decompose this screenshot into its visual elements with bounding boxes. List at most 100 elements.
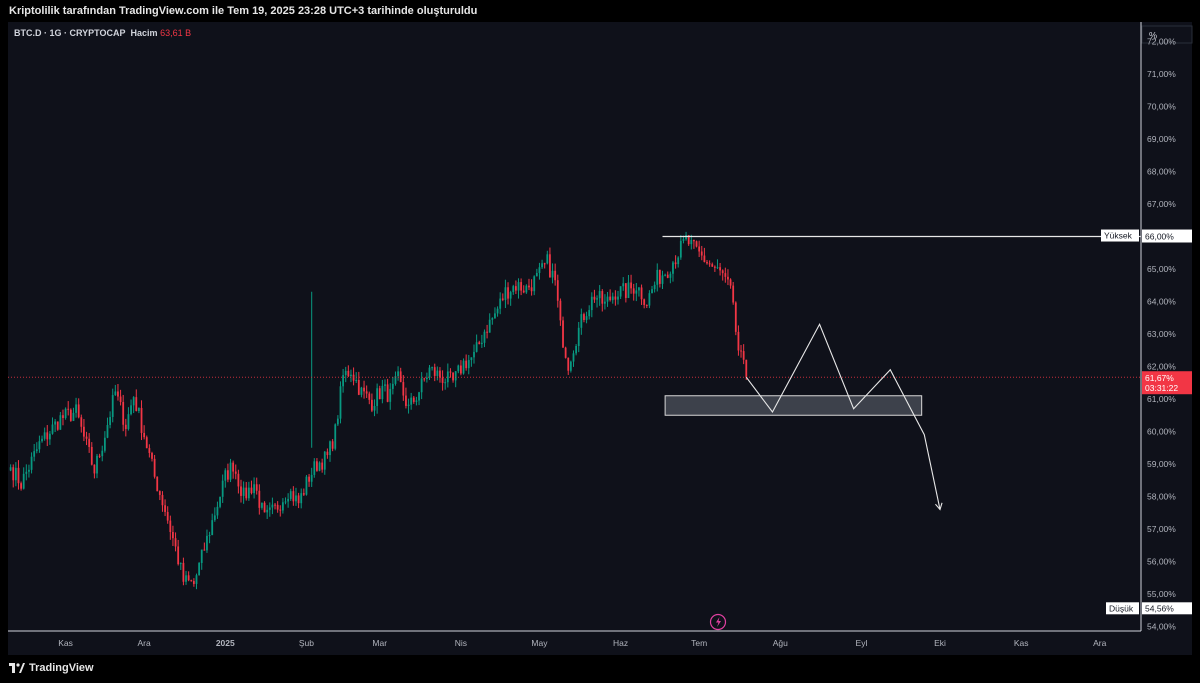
percent-scale-button[interactable]	[1141, 25, 1193, 44]
y-tick-label: 56,00%	[1147, 557, 1176, 567]
candle-body	[35, 449, 38, 452]
lightning-icon[interactable]	[709, 613, 727, 631]
y-tick-label: 61,00%	[1147, 394, 1176, 404]
candle-body	[389, 388, 392, 402]
low-marker-tag	[1106, 602, 1139, 615]
candle-body	[436, 370, 439, 376]
candle-body	[580, 314, 583, 328]
x-tick-label: 2025	[216, 638, 235, 648]
candle-body	[501, 298, 504, 300]
candle-body	[20, 483, 22, 489]
tradingview-logo[interactable]: TradingView	[9, 662, 94, 674]
candle-body	[729, 279, 732, 286]
candle-body	[365, 391, 368, 394]
candle-body	[703, 255, 706, 262]
x-tick-label: Nis	[455, 638, 467, 648]
candle-body	[397, 371, 399, 377]
candle-body	[287, 498, 290, 502]
candle-body	[606, 296, 609, 302]
candle-body	[109, 416, 112, 425]
candle-body	[711, 264, 714, 267]
x-tick-label: Ara	[138, 638, 152, 648]
candle-body	[590, 296, 593, 311]
candle-body	[378, 388, 381, 400]
candle-body	[546, 254, 549, 264]
candle-body	[111, 395, 114, 417]
candle-body	[195, 575, 198, 584]
candle-body	[234, 471, 237, 474]
candle-body	[221, 480, 224, 497]
candle-body	[25, 471, 28, 474]
candle-body	[174, 538, 177, 547]
candle-body	[376, 388, 379, 406]
candle-body	[187, 575, 190, 581]
candle-body	[247, 487, 250, 499]
candle-body	[138, 407, 140, 411]
candle-body	[727, 276, 729, 280]
candle-body	[588, 310, 591, 317]
candle-body	[331, 441, 334, 449]
candle-body	[200, 549, 203, 563]
candle-body	[632, 288, 635, 294]
candle-body	[533, 276, 536, 292]
candle-body	[682, 239, 685, 241]
candle-body	[721, 270, 724, 274]
symbol-legend[interactable]: BTC.D · 1G · CRYPTOCAP Hacim 63,61 B	[14, 28, 191, 38]
candle-body	[604, 301, 606, 304]
candle-body	[480, 342, 483, 345]
candle-body	[690, 239, 693, 245]
y-tick-label: 70,00%	[1147, 102, 1176, 112]
candle-body	[507, 287, 509, 299]
candle-body	[255, 484, 258, 491]
y-tick-label: 68,00%	[1147, 167, 1176, 177]
projection-path[interactable]	[745, 322, 941, 510]
candle-body	[28, 469, 30, 472]
candle-body	[554, 270, 557, 281]
support-zone-box[interactable]	[664, 395, 923, 416]
chart-panel[interactable]	[8, 22, 1192, 655]
candle-body	[569, 361, 572, 371]
candle-body	[227, 470, 229, 480]
candle-body	[614, 296, 617, 300]
candle-body	[64, 408, 67, 418]
candle-body	[661, 275, 664, 284]
candle-body	[271, 504, 274, 508]
candle-body	[347, 370, 350, 377]
candle-body	[261, 502, 263, 508]
candle-body	[698, 246, 701, 252]
candle-body	[22, 473, 25, 489]
resistance-value-label: 66,00%	[1145, 232, 1174, 242]
candle-body	[208, 535, 211, 537]
candle-body	[496, 308, 499, 314]
symbol-label[interactable]: BTC.D · 1G · CRYPTOCAP	[14, 28, 126, 38]
candle-body	[302, 493, 305, 495]
candle-body	[216, 506, 219, 516]
candle-body	[106, 424, 109, 438]
candle-body	[439, 370, 441, 378]
candle-body	[384, 384, 386, 386]
candle-body	[268, 507, 271, 510]
low-value-label: 54,56%	[1145, 603, 1174, 613]
candle-body	[161, 494, 164, 506]
candle-body	[585, 316, 588, 321]
candle-body	[242, 487, 245, 496]
countdown-label: 03:31:22	[1145, 383, 1178, 393]
candle-body	[648, 293, 651, 306]
candle-body	[512, 286, 515, 293]
candle-body	[465, 360, 468, 369]
y-tick-label: 69,00%	[1147, 134, 1176, 144]
candle-body	[258, 490, 261, 508]
candle-body	[12, 467, 15, 481]
candle-body	[292, 491, 295, 502]
candle-body	[470, 357, 473, 361]
candle-body	[708, 263, 711, 265]
candle-body	[541, 263, 543, 268]
candle-body	[158, 491, 161, 495]
candle-body	[124, 424, 127, 430]
candle-body	[59, 415, 62, 430]
candle-body	[559, 300, 562, 321]
candle-body	[423, 378, 426, 380]
candle-body	[386, 384, 389, 402]
candle-body	[719, 267, 721, 271]
